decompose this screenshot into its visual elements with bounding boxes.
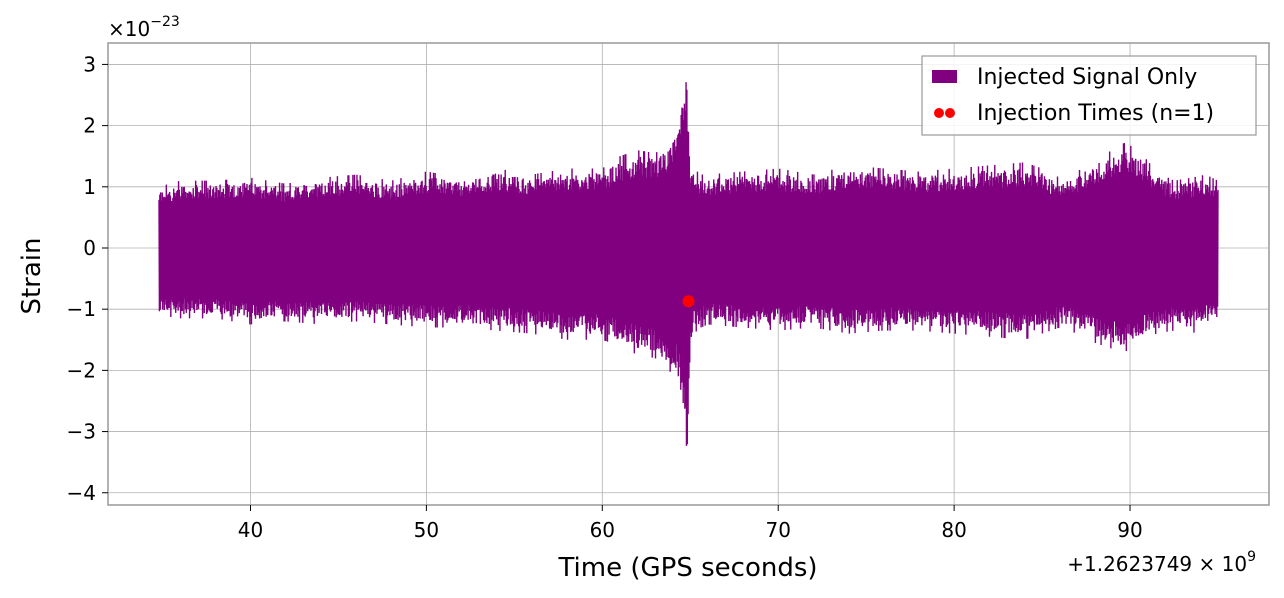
- y-axis-label: Strain: [17, 237, 47, 314]
- y-tick-label: −4: [67, 481, 96, 505]
- x-offset-base: +1.2623749 × 10: [1067, 552, 1247, 576]
- y-scale-base: ×10: [108, 17, 150, 41]
- y-tick-label: −3: [67, 420, 96, 444]
- signal-band: [159, 119, 1218, 413]
- legend-label-injection: Injection Times (n=1): [977, 101, 1214, 126]
- series-layer: [158, 82, 1219, 446]
- y-tick-label: 2: [83, 114, 96, 138]
- axes-frame: [107, 42, 1270, 506]
- y-tick-label: −1: [67, 297, 96, 321]
- x-offset-exponent: 9: [1247, 549, 1256, 565]
- y-tick-label: 0: [83, 236, 96, 260]
- legend-marker-injection-a: [934, 108, 944, 118]
- x-tick-label: 90: [1117, 518, 1142, 542]
- x-tick-label: 60: [590, 518, 615, 542]
- y-tick-label: 3: [83, 52, 96, 76]
- x-axis-ticks: 40 50 60 70 80 90: [238, 505, 1143, 542]
- legend-marker-injection-b: [945, 108, 955, 118]
- x-offset-text: +1.2623749 × 109: [1067, 549, 1256, 576]
- x-axis-label: Time (GPS seconds): [557, 553, 817, 583]
- legend-frame: [921, 55, 1257, 136]
- y-scale-factor: ×10−23: [108, 14, 180, 41]
- legend-label-signal: Injected Signal Only: [977, 65, 1197, 90]
- y-axis-ticks: 3 2 1 0 −1 −2 −3 −4: [67, 52, 108, 505]
- x-tick-label: 40: [238, 518, 263, 542]
- x-tick-label: 50: [414, 518, 439, 542]
- legend: Injected Signal Only Injection Times (n=…: [921, 55, 1257, 136]
- injection-time-point: [682, 295, 695, 308]
- x-tick-label: 80: [941, 518, 966, 542]
- y-tick-label: 1: [83, 175, 96, 199]
- x-tick-label: 70: [765, 518, 790, 542]
- legend-swatch-signal: [932, 70, 957, 83]
- y-tick-label: −2: [67, 358, 96, 382]
- y-scale-exponent: −23: [150, 14, 180, 30]
